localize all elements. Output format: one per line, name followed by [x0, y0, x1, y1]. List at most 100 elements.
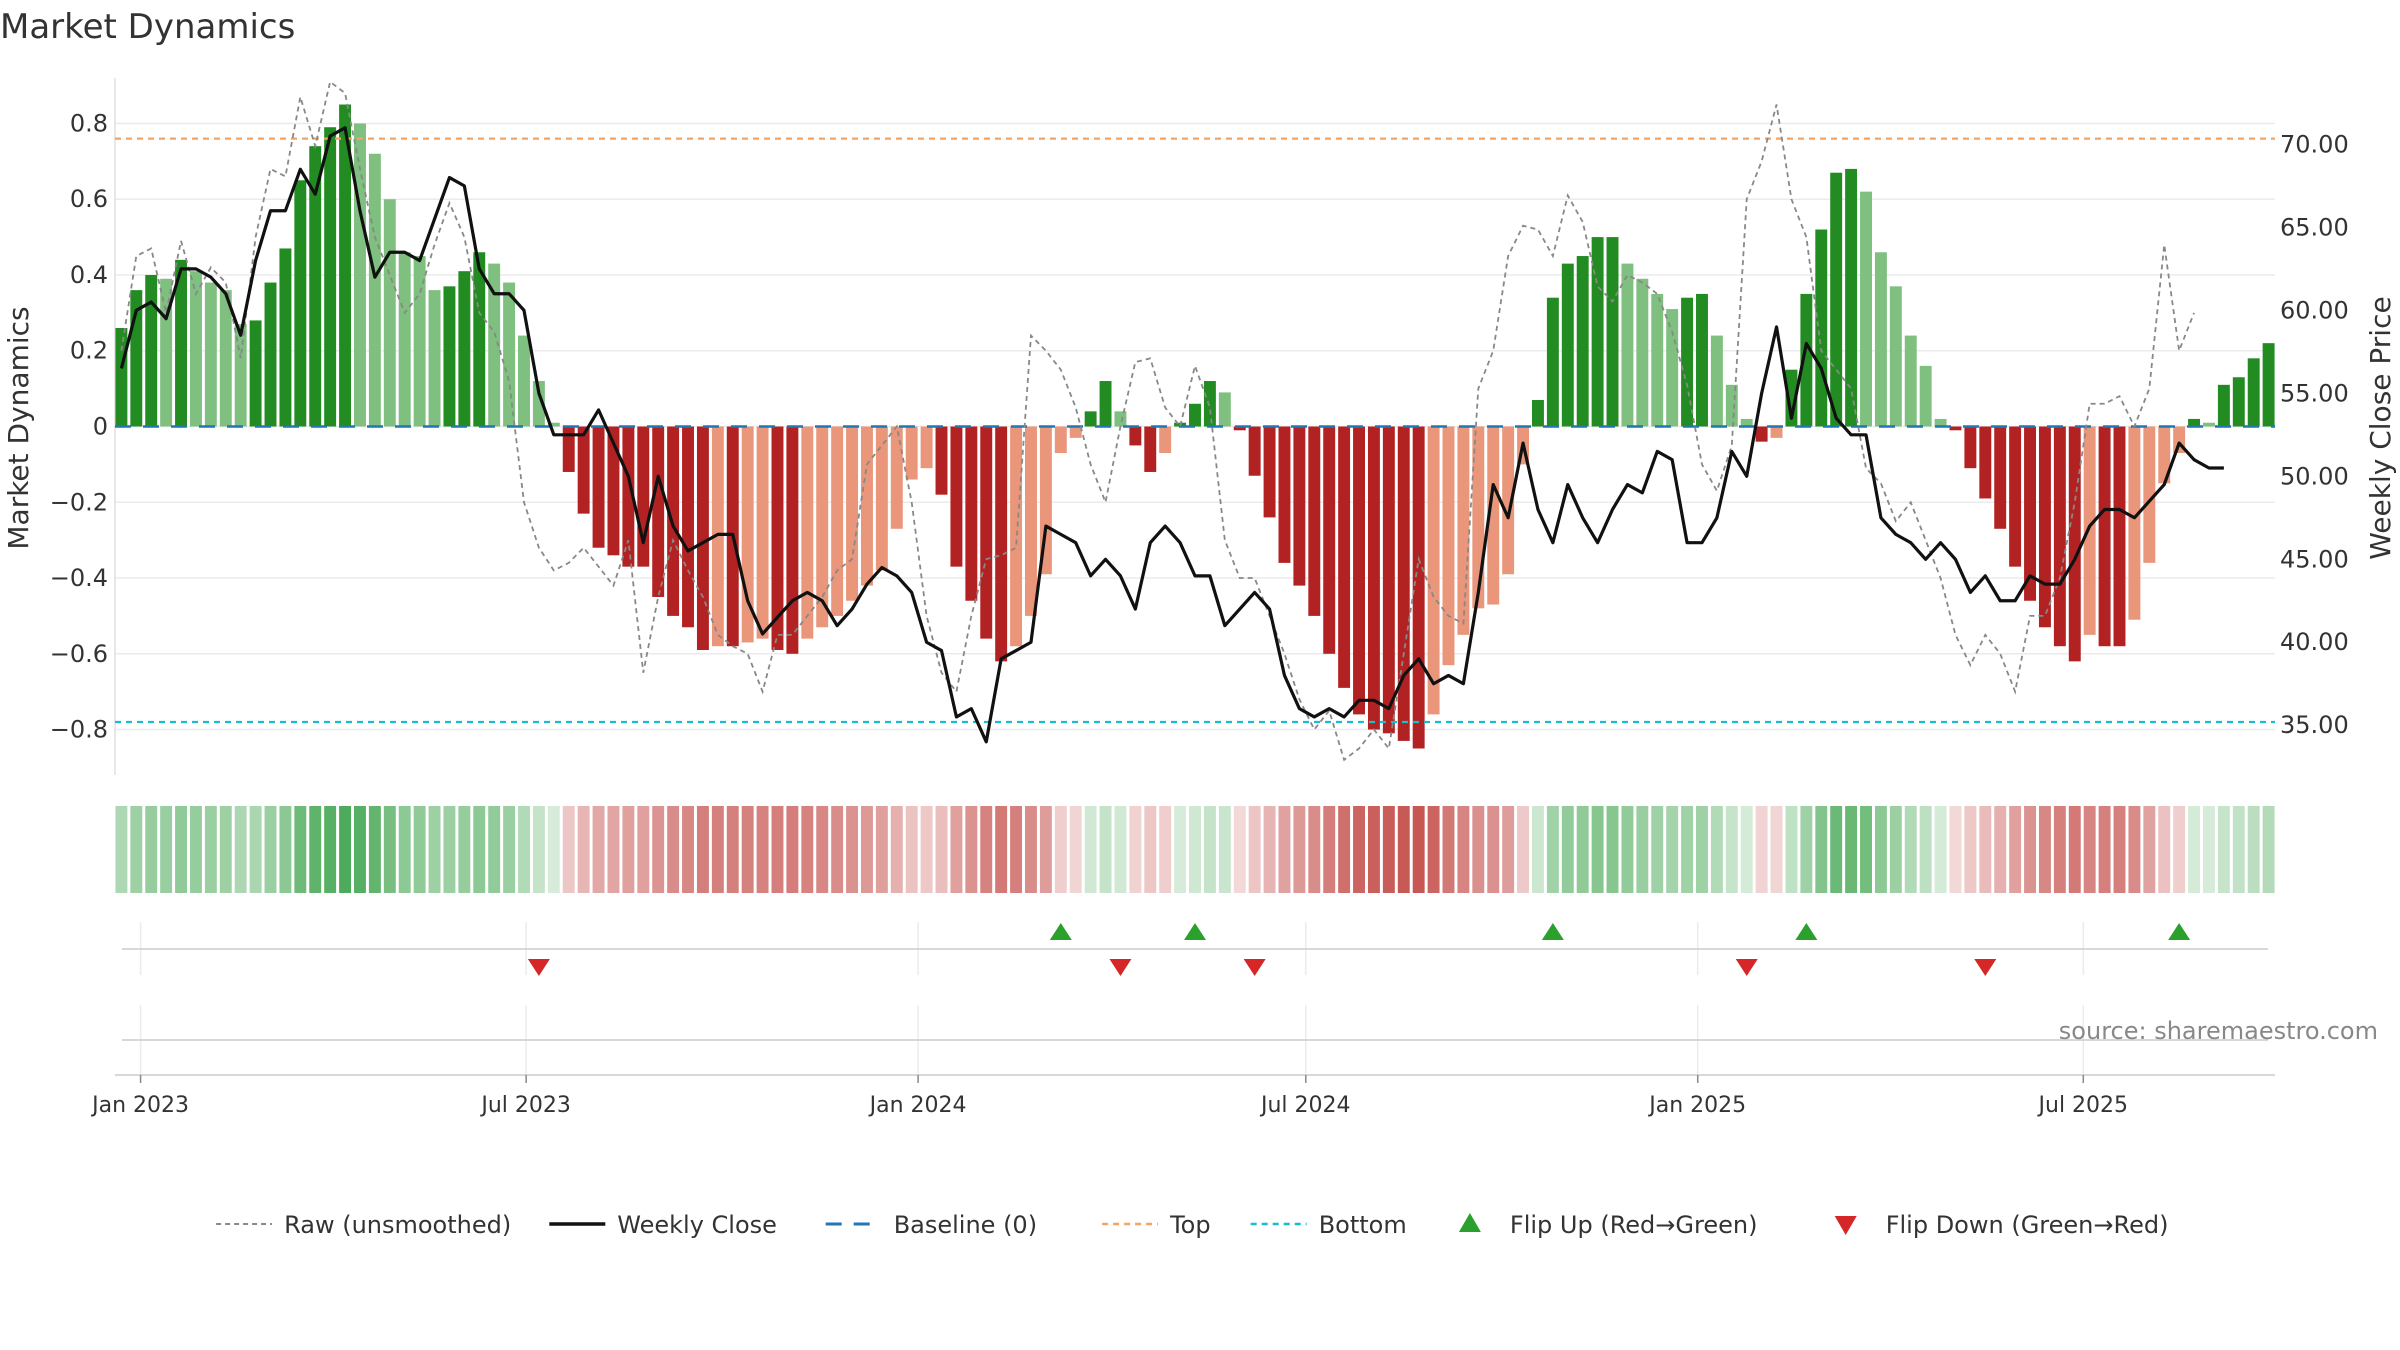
state-strip-cell — [1517, 806, 1530, 893]
state-strip-cell — [354, 806, 366, 893]
legend-item: Flip Down (Green→Red) — [1834, 1211, 2169, 1239]
momentum-bar — [756, 426, 769, 639]
momentum-bar — [890, 426, 903, 529]
state-strip-cell — [1785, 806, 1798, 893]
state-strip-cell — [577, 806, 590, 893]
chart-title: Market Dynamics — [0, 7, 295, 47]
legend-item: Flip Up (Red→Green) — [1458, 1211, 1757, 1239]
legend-label: Baseline (0) — [894, 1211, 1037, 1239]
state-strip-cell — [1338, 806, 1351, 893]
momentum-bar — [398, 252, 411, 427]
momentum-bar — [1263, 426, 1276, 518]
state-strip-cell — [264, 806, 277, 893]
state-strip-cell — [532, 806, 545, 893]
state-strip-cell — [2247, 806, 2260, 893]
momentum-bar — [294, 180, 307, 427]
right-y-axis: 70.00 65.00 60.00 55.00 50.00 45.00 40.00 35.00 — [2280, 130, 2349, 739]
state-strip-cell — [756, 806, 769, 893]
state-strip-cell — [950, 806, 963, 893]
momentum-bar — [1308, 426, 1321, 616]
state-strip-cell — [935, 806, 948, 893]
weekly-close-line — [119, 126, 2224, 744]
momentum-bar — [175, 259, 187, 427]
state-strip-cell — [1174, 806, 1187, 893]
state-strip-cell — [383, 806, 396, 893]
state-strip-cell — [2024, 806, 2036, 893]
momentum-bar — [741, 426, 754, 643]
state-strip-cell — [1904, 806, 1917, 893]
state-strip-cell — [1636, 806, 1649, 893]
state-strip-cell — [667, 806, 680, 893]
momentum-bar — [1964, 426, 1977, 469]
state-strip-cell — [2173, 806, 2186, 893]
momentum-bar — [1353, 426, 1365, 715]
state-strip-cell — [1934, 806, 1947, 893]
x-tick-label: Jan 2023 — [90, 1093, 189, 1118]
momentum-bar — [1010, 426, 1023, 647]
momentum-bar — [622, 426, 635, 567]
state-strip-cell — [1114, 806, 1127, 893]
momentum-bar — [2083, 426, 2096, 635]
momentum-bar — [130, 290, 143, 427]
state-strip-cell — [2038, 806, 2051, 893]
momentum-bar — [905, 426, 918, 480]
momentum-bar — [204, 282, 217, 427]
momentum-bar — [1874, 252, 1887, 427]
momentum-bar — [1979, 426, 1992, 499]
x-tick-label: Jul 2023 — [479, 1093, 571, 1118]
momentum-bar — [1472, 426, 1485, 609]
momentum-bar — [1681, 297, 1694, 427]
state-strip-cell — [458, 806, 471, 893]
momentum-bar — [1054, 426, 1067, 454]
state-strip-cell — [503, 806, 516, 893]
state-strip-cell — [1144, 806, 1157, 893]
momentum-bar — [2009, 426, 2022, 567]
momentum-bar — [1934, 418, 1947, 427]
momentum-bar — [234, 324, 247, 427]
weekly-close-path — [119, 126, 2224, 744]
momentum-bar — [950, 426, 963, 567]
momentum-bar — [1904, 335, 1917, 427]
momentum-bar — [1755, 426, 1768, 442]
state-strip-cell — [2217, 806, 2230, 893]
momentum-bar — [920, 426, 933, 469]
state-strip-cell — [234, 806, 247, 893]
momentum-bar — [219, 290, 232, 427]
right-axis-label: Weekly Close Price — [2364, 296, 2397, 559]
state-strip-cell — [741, 806, 754, 893]
state-strip-cell — [1099, 806, 1112, 893]
state-strip-cell — [2128, 806, 2141, 893]
momentum-bar — [1084, 411, 1097, 427]
state-strip-cell — [443, 806, 456, 893]
flip-up-marker — [2168, 923, 2191, 940]
state-strip-cell — [1919, 806, 1932, 893]
momentum-bar — [1338, 426, 1351, 688]
state-strip-cell — [1367, 806, 1380, 893]
state-strip-cell — [1755, 806, 1768, 893]
momentum-bar — [1203, 381, 1216, 427]
state-strip-cell — [189, 806, 202, 893]
state-strip-cell — [518, 806, 530, 893]
momentum-bar — [2038, 426, 2051, 628]
flip-up-marker — [1541, 923, 1564, 940]
source-note: source: sharemaestro.com — [2059, 1017, 2378, 1045]
state-strip-cell — [711, 806, 724, 893]
state-strip-cell — [1979, 806, 1992, 893]
state-strip-cell — [1696, 806, 1708, 893]
left-y-axis: 0.8 0.6 0.4 0.2 0 −0.2 −0.4 −0.6 −0.8 — [50, 109, 108, 743]
right-tick-label: 55.00 — [2280, 379, 2349, 407]
state-strip-cell — [398, 806, 411, 893]
right-tick-label: 40.00 — [2280, 628, 2349, 656]
raw-unsmoothed-line — [120, 80, 2195, 762]
flip-down-marker — [1243, 959, 1266, 976]
legend-label: Flip Down (Green→Red) — [1886, 1211, 2169, 1239]
momentum-bar — [1949, 426, 1962, 431]
left-tick-label: 0.6 — [70, 185, 108, 213]
momentum-bar — [1367, 426, 1380, 730]
state-strip-cell — [652, 806, 665, 893]
momentum-bar — [264, 282, 277, 427]
state-strip-cell — [1129, 806, 1142, 893]
momentum-bar — [2158, 426, 2171, 484]
